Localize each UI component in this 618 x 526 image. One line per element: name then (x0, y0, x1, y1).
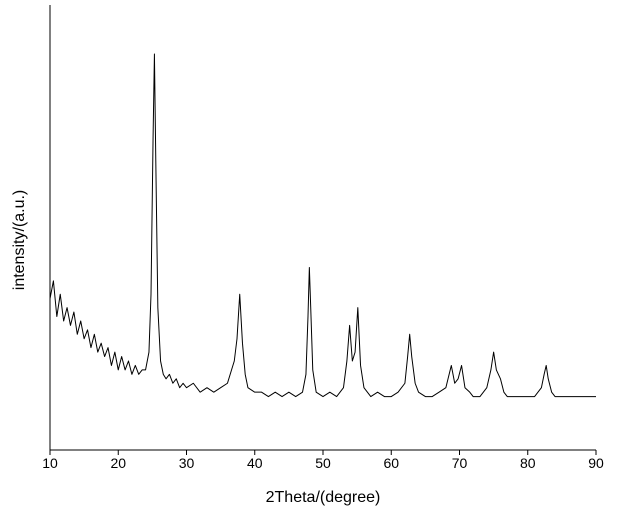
x-tick-label: 80 (520, 455, 536, 471)
y-axis-label: intensity/(a.u.) (11, 190, 28, 290)
x-tick-label: 30 (179, 455, 195, 471)
x-axis-label: 2Theta/(degree) (266, 489, 381, 506)
x-tick-label: 60 (383, 455, 399, 471)
x-tick-label: 50 (315, 455, 331, 471)
x-tick-label: 70 (452, 455, 468, 471)
data-line (49, 53, 596, 398)
x-tick-label: 90 (588, 455, 604, 471)
x-tick-label: 10 (42, 455, 58, 471)
x-tick-label: 20 (110, 455, 126, 471)
x-tick-label: 40 (247, 455, 263, 471)
